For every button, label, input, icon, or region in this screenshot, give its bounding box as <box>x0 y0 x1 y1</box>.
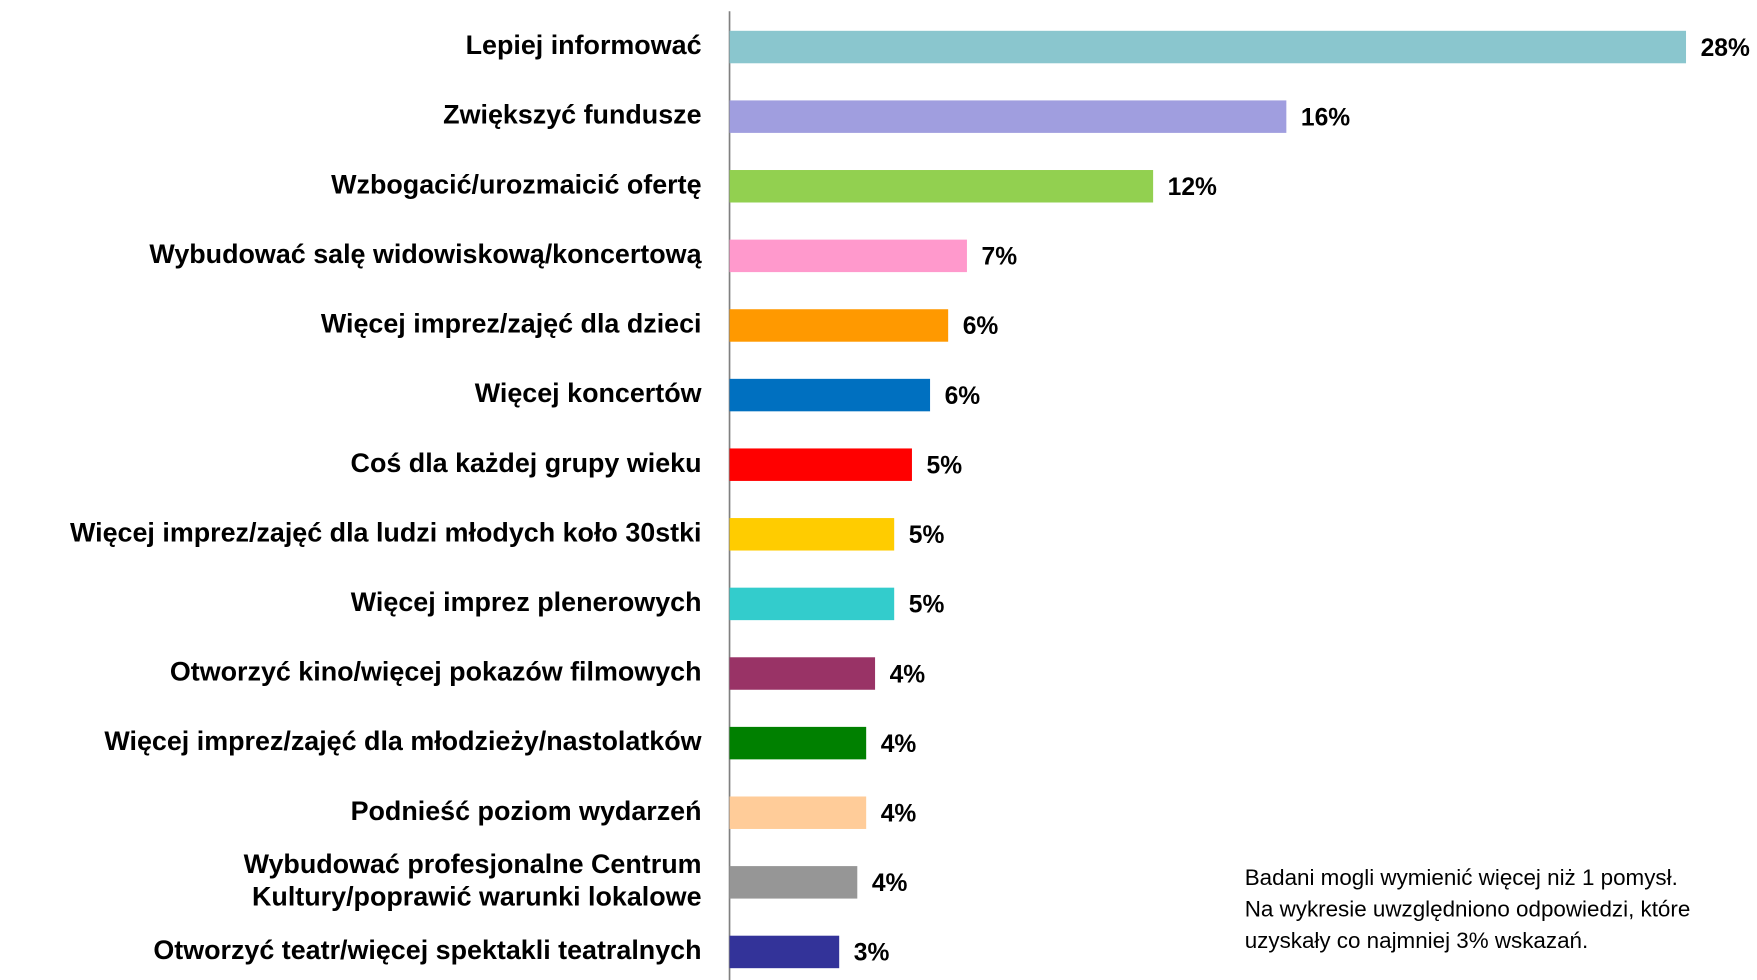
bar <box>729 239 967 273</box>
bar <box>729 378 931 412</box>
value-label: 6% <box>963 313 999 340</box>
bar <box>729 518 895 551</box>
value-label: 12% <box>1168 174 1217 201</box>
bar <box>729 657 876 690</box>
value-label: 5% <box>909 522 945 549</box>
value-label: 6% <box>945 383 981 410</box>
category-label: Otworzyć teatr/więcej spektakli teatraln… <box>153 935 701 965</box>
category-label: Lepiej informować <box>466 30 702 60</box>
bar <box>729 170 1154 203</box>
bar <box>729 726 867 760</box>
value-label: 4% <box>872 870 908 897</box>
bar <box>729 935 840 969</box>
bar <box>729 866 858 899</box>
value-label: 16% <box>1301 104 1350 131</box>
value-label: 3% <box>854 940 890 967</box>
category-label: Podnieść poziom wydarzeń <box>351 796 702 826</box>
bar <box>729 309 949 342</box>
category-label: Zwiększyć fundusze <box>443 100 701 130</box>
category-label: Kultury/poprawić warunki lokalowe <box>252 882 702 912</box>
category-label: Więcej imprez/zajęć dla dzieci <box>321 309 702 339</box>
value-label: 5% <box>927 452 963 479</box>
value-label: 7% <box>982 244 1018 271</box>
category-label: Więcej imprez plenerowych <box>351 587 702 617</box>
value-label: 5% <box>909 592 945 619</box>
category-label: Coś dla każdej grupy wieku <box>351 448 702 478</box>
category-label: Więcej imprez/zajęć dla młodzieży/nastol… <box>104 726 701 756</box>
value-label: 4% <box>881 731 917 758</box>
bar <box>729 448 912 481</box>
value-label: 4% <box>881 800 917 827</box>
category-label: Wybudować salę widowiskową/koncertową <box>149 239 702 269</box>
category-label: Więcej imprez/zajęć dla ludzi młodych ko… <box>70 517 702 547</box>
category-label: Więcej koncertów <box>475 378 702 408</box>
bar <box>729 100 1287 133</box>
note: Na wykresie uwzględniono odpowiedzi, któ… <box>1245 896 1691 921</box>
note: uzyskały co najmniej 3% wskazań. <box>1245 928 1588 953</box>
value-label: 4% <box>890 661 926 688</box>
value-label: 28% <box>1701 35 1750 62</box>
category-label: Wybudować profesjonalne Centrum <box>244 849 702 879</box>
note: Badani mogli wymienić więcej niż 1 pomys… <box>1245 865 1678 890</box>
bar <box>729 30 1687 64</box>
category-label: Otworzyć kino/więcej pokazów filmowych <box>170 657 702 687</box>
category-label: Wzbogacić/urozmaicić ofertę <box>331 169 701 199</box>
bar <box>729 587 895 621</box>
bar <box>729 796 867 829</box>
